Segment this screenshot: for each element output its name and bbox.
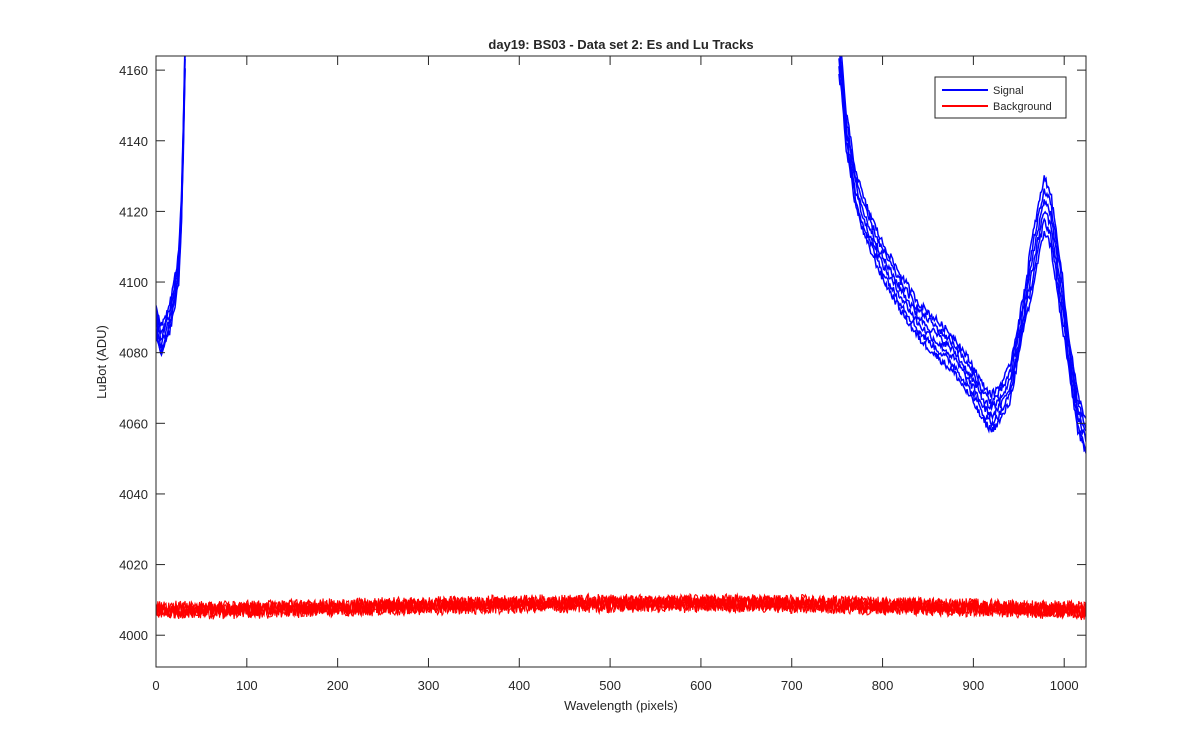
plot-area: [156, 56, 1086, 667]
y-tick-label: 4080: [119, 346, 148, 361]
chart-title: day19: BS03 - Data set 2: Es and Lu Trac…: [488, 37, 753, 52]
x-tick-label: 400: [508, 678, 530, 693]
legend-label-signal: Signal: [993, 85, 1024, 97]
signal-trace: [838, 58, 1086, 442]
x-tick-label: 300: [418, 678, 440, 693]
legend-box: [934, 76, 1067, 119]
signal-trace: [838, 66, 1086, 450]
x-tick-label: 0: [152, 678, 159, 693]
y-tick-label: 4160: [119, 63, 148, 78]
y-tick-label: 4020: [119, 558, 148, 573]
legend-label-background: Background: [993, 101, 1052, 113]
axes: 0 100 200 300 400 500 600 700 800 900 1000 4000 4020…: [119, 55, 1087, 693]
signal-trace: [839, 56, 1086, 432]
signal-trace: [840, 56, 1086, 419]
axes-box: [155, 55, 1087, 668]
x-axis-label: Wavelength (pixels): [564, 698, 678, 713]
legend: Signal Background: [934, 76, 1067, 119]
background-series: [156, 592, 1086, 621]
y-axis-label: LuBot (ADU): [94, 325, 109, 399]
signal-trace: [156, 56, 186, 327]
signal-trace: [838, 73, 1086, 454]
x-tick-label: 600: [690, 678, 712, 693]
x-tick-label: 500: [599, 678, 621, 693]
x-tick-label: 900: [963, 678, 985, 693]
y-tick-label: 4140: [119, 134, 148, 149]
x-tick-label: 1000: [1050, 678, 1079, 693]
x-tick-label: 800: [872, 678, 894, 693]
x-tick-label: 700: [781, 678, 803, 693]
y-tick-label: 4000: [119, 628, 148, 643]
signal-trace: [839, 56, 1086, 429]
x-tick-label: 200: [327, 678, 349, 693]
y-tick-label: 4060: [119, 416, 148, 431]
x-tick-label: 100: [236, 678, 258, 693]
signal-series: [156, 56, 1086, 454]
y-tick-label: 4100: [119, 275, 148, 290]
background-trace: [156, 592, 1086, 617]
y-tick-label: 4040: [119, 487, 148, 502]
y-tick-label: 4120: [119, 204, 148, 219]
